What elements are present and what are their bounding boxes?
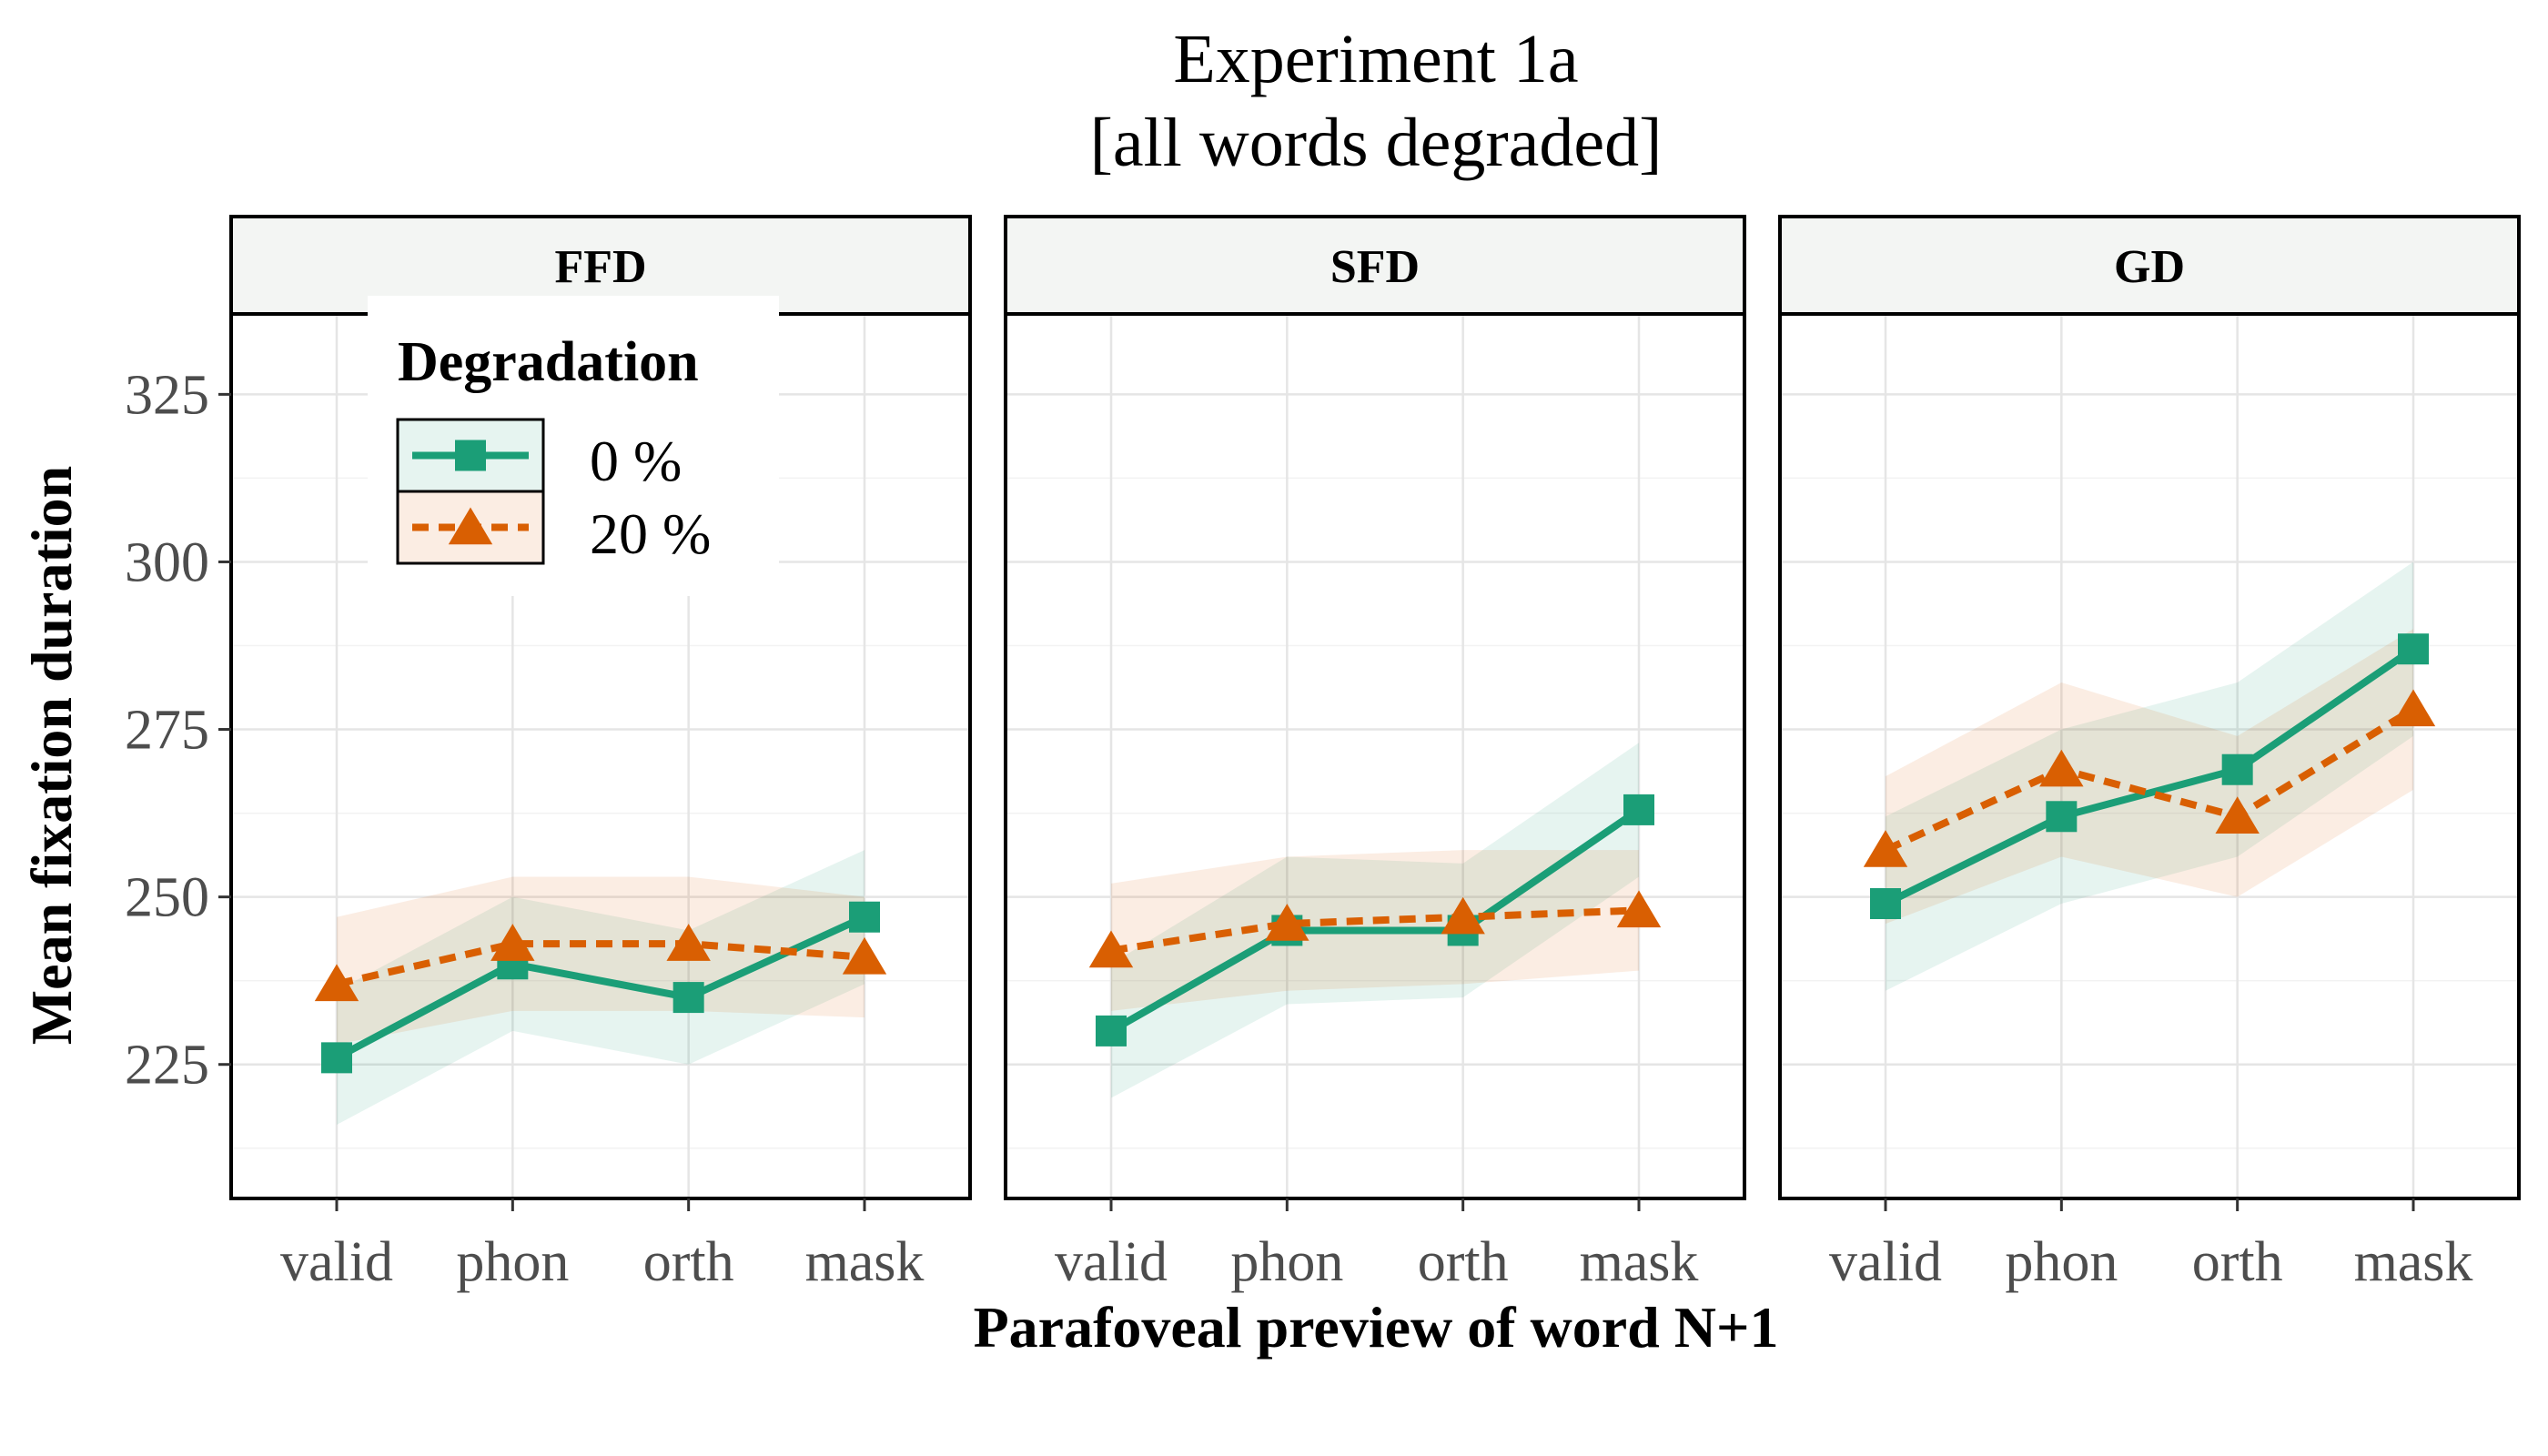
legend-label-0: 0 % [590, 429, 682, 493]
data-point-ffd-0-mask [849, 901, 880, 933]
x-tick-label: phon [1230, 1231, 1343, 1293]
ci-ribbon-series-0 [1886, 561, 2413, 991]
panel-background [1006, 314, 1744, 1198]
x-tick-label: phon [2005, 1231, 2118, 1293]
x-tick-label: mask [805, 1231, 925, 1293]
data-point-gd-0-orth [2221, 753, 2253, 785]
series-line-1 [336, 940, 865, 988]
panel-border [1778, 312, 2521, 1200]
series-line-1 [1884, 706, 2416, 854]
panel-gd: GD valid phon orth mask [1778, 215, 2521, 1293]
legend-key-marker-1 [448, 507, 493, 545]
data-point-ffd-1-orth [666, 924, 711, 961]
series-line-0 [1109, 806, 1642, 1035]
y-tick-label: 325 [125, 364, 209, 426]
x-tick-label: valid [280, 1231, 393, 1293]
series-line-0 [335, 914, 866, 1061]
y-tick-label: 300 [125, 531, 209, 593]
data-point-gd-0-valid [1870, 888, 1901, 919]
strip-label: FFD [554, 241, 646, 293]
legend: Degradation 0 % 20 % [368, 296, 779, 596]
y-axis-title: Mean fixation duration [19, 466, 84, 1045]
ci-ribbon-series-0 [337, 850, 864, 1125]
panel-border [1004, 312, 1746, 1200]
legend-keys [396, 418, 545, 565]
data-point-gd-1-orth [2215, 796, 2260, 834]
legend-title: Degradation [398, 331, 699, 393]
panel-sfd: SFD valid phon orth mask [1004, 215, 1746, 1293]
data-point-sfd-1-mask [1616, 890, 1662, 928]
series-line-0 [1884, 645, 2416, 907]
legend-label-20: 20 % [590, 501, 711, 566]
y-tick-label: 250 [125, 867, 209, 929]
data-point-ffd-0-orth [672, 982, 704, 1014]
x-tick-label: orth [1418, 1231, 1509, 1293]
x-axis-title: Parafoveal preview of word N+1 [974, 1295, 1779, 1360]
data-point-sfd-1-valid [1088, 930, 1134, 968]
x-tick-label: valid [1829, 1231, 1942, 1293]
x-tick-label: valid [1055, 1231, 1168, 1293]
legend-key-marker-0 [455, 440, 486, 471]
y-tick-label: 275 [125, 700, 209, 762]
data-point-sfd-1-orth [1441, 896, 1485, 935]
data-point-ffd-0-valid [321, 1042, 352, 1074]
series-line-1 [1110, 906, 1640, 955]
x-tick-label: orth [2192, 1231, 2283, 1293]
data-point-sfd-1-phon [1265, 904, 1309, 941]
panel-background [1780, 314, 2519, 1198]
legend-background [368, 296, 779, 596]
data-point-ffd-1-mask [842, 936, 887, 975]
data-point-ffd-1-phon [490, 924, 535, 961]
x-tick-label: phon [456, 1231, 569, 1293]
strip-box [1778, 215, 2521, 316]
data-point-sfd-0-valid [1096, 1015, 1127, 1046]
data-point-ffd-1-valid [314, 964, 359, 1002]
data-point-gd-1-mask [2391, 689, 2436, 727]
data-point-gd-0-mask [2398, 633, 2429, 665]
x-tick-label: orth [643, 1231, 734, 1293]
strip-label: SFD [1330, 241, 1420, 293]
chart-title: Experiment 1a [1173, 21, 1578, 97]
strip-label: GD [2114, 241, 2185, 293]
ci-ribbon-series-1 [1886, 629, 2413, 925]
ci-ribbon-series-1 [337, 876, 864, 1045]
data-point-sfd-0-mask [1623, 794, 1654, 825]
y-axis: 225 250 275 300 325 [125, 364, 231, 1097]
x-tick-label: mask [1580, 1231, 1699, 1293]
data-point-gd-1-valid [1863, 830, 1908, 867]
x-tick-label: mask [2354, 1231, 2473, 1293]
data-point-gd-0-phon [2046, 801, 2078, 833]
y-tick-label: 225 [125, 1035, 209, 1097]
strip-box [1004, 215, 1746, 316]
data-point-gd-1-phon [2039, 749, 2084, 787]
facet-panels: FFD valid phon orth mask SFD valid phon orth mask… [229, 215, 2521, 1293]
chart-subtitle: [all words degraded] [1090, 105, 1663, 181]
